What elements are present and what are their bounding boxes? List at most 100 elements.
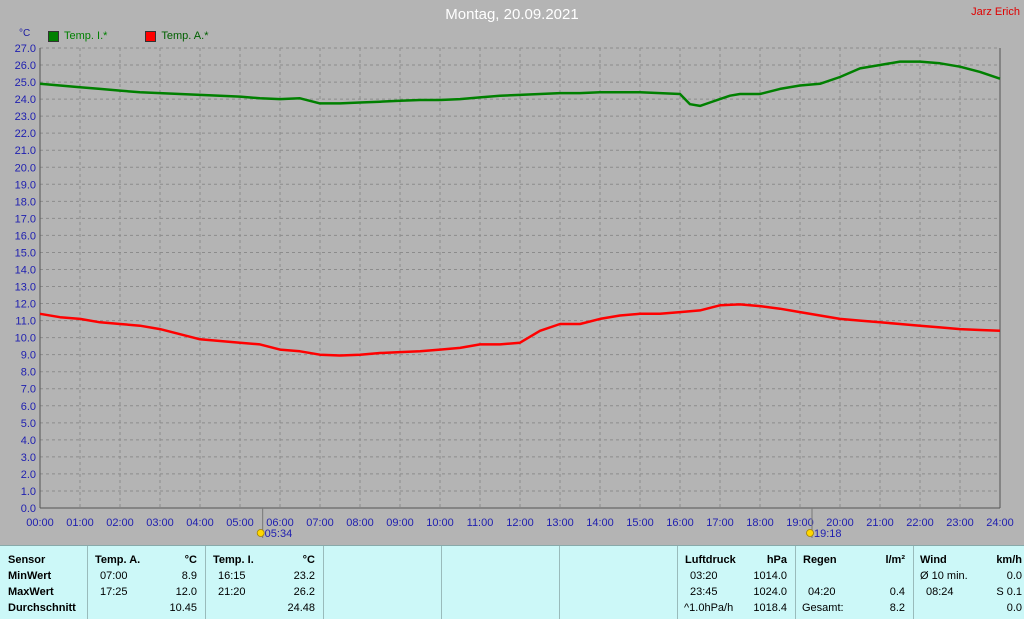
y-tick-label: 4.0 <box>21 435 36 447</box>
wind-unit: km/h <box>996 554 1022 566</box>
legend: Temp. I.* Temp. A.* <box>48 30 208 42</box>
y-tick-label: 21.0 <box>15 145 36 157</box>
luftdruck-max-value: 1024.0 <box>753 586 787 598</box>
temp-i-header: Temp. I. <box>213 554 254 566</box>
row-label-max: MaxWert <box>8 586 54 598</box>
temp-i-avg: 24.48 <box>287 602 315 614</box>
y-tick-label: 27.0 <box>15 43 36 55</box>
y-tick-label: 20.0 <box>15 162 36 174</box>
sunset-label: 19:18 <box>814 528 842 540</box>
x-tick-label: 03:00 <box>146 517 174 529</box>
luftdruck-min-time: 03:20 <box>690 570 718 582</box>
y-tick-label: 0.0 <box>21 503 36 515</box>
y-tick-label: 3.0 <box>21 452 36 464</box>
legend-swatch-temp-i <box>48 30 59 42</box>
y-tick-label: 10.0 <box>15 333 36 345</box>
legend-item-temp-a: Temp. A.* <box>145 30 208 42</box>
series-line-temp-a <box>39 303 1001 357</box>
page-title: Montag, 20.09.2021 <box>445 6 579 23</box>
wind-header: Wind <box>920 554 947 566</box>
x-tick-label: 00:00 <box>26 517 54 529</box>
sensor-header: Sensor <box>8 554 46 566</box>
luftdruck-unit: hPa <box>766 554 787 566</box>
x-tick-label: 13:00 <box>546 517 574 529</box>
x-tick-label: 15:00 <box>626 517 654 529</box>
temperature-chart: 0.0 1.0 2.0 3.0 4.0 5.0 6.0 7.0 8.0 9.0 10.0 11.0 12… <box>15 43 1014 540</box>
x-tick-label: 08:00 <box>346 517 374 529</box>
regen-time: 04:20 <box>808 586 836 598</box>
temp-a-unit: °C <box>184 554 197 566</box>
y-tick-label: 8.0 <box>21 367 36 379</box>
x-tick-label: 06:00 <box>266 517 294 529</box>
luftdruck-trend-label: ^1.0hPa/h <box>684 602 734 614</box>
legend-swatch-temp-a <box>145 30 157 42</box>
stats-col-empty-2 <box>442 546 560 619</box>
y-tick-label: 25.0 <box>15 77 36 89</box>
y-tick-label: 12.0 <box>15 299 36 311</box>
y-tick-label: 13.0 <box>15 282 36 294</box>
luftdruck-max-time: 23:45 <box>690 586 718 598</box>
sunrise-icon <box>256 529 265 537</box>
legend-label-temp-i: Temp. I.* <box>64 30 108 42</box>
x-tick-label: 19:00 <box>786 517 814 529</box>
y-tick-label: 16.0 <box>15 230 36 242</box>
stats-col-regen: Regen l/m² 04:20 0.4 Gesamt: 8.2 <box>796 546 914 619</box>
temp-i-min-value: 23.2 <box>293 570 315 582</box>
temp-a-avg: 10.45 <box>169 602 197 614</box>
y-tick-label: 26.0 <box>15 60 36 72</box>
luftdruck-trend-value: 1018.4 <box>753 602 787 614</box>
author-label: Jarz Erich <box>971 6 1020 18</box>
series-layer <box>39 60 1001 357</box>
stats-col-temp-i: Temp. I. °C 16:15 23.2 21:20 26.2 24.48 <box>206 546 324 619</box>
wind-avg-value: 0.0 <box>1006 570 1022 582</box>
y-tick-label: 1.0 <box>21 486 36 498</box>
row-label-min: MinWert <box>8 570 52 582</box>
sun-markers: 05:34 19:18 <box>256 508 842 540</box>
stats-col-temp-a: Temp. A. °C 07:00 8.9 17:25 12.0 10.45 <box>88 546 206 619</box>
x-tick-label: 17:00 <box>706 517 734 529</box>
y-tick-label: 7.0 <box>21 384 36 396</box>
regen-header: Regen <box>803 554 837 566</box>
x-tick-label: 23:00 <box>946 517 974 529</box>
y-tick-label: 22.0 <box>15 128 36 140</box>
x-tick-label: 21:00 <box>866 517 894 529</box>
x-axis: 00:00 01:00 02:00 03:00 04:00 05:00 06:00 07:00… <box>26 48 1014 529</box>
y-tick-label: 2.0 <box>21 469 36 481</box>
x-tick-label: 12:00 <box>506 517 534 529</box>
temp-i-max-value: 26.2 <box>293 586 315 598</box>
x-tick-label: 01:00 <box>66 517 94 529</box>
wind-max-value: S 0.1 <box>996 586 1022 598</box>
y-tick-label: 23.0 <box>15 111 36 123</box>
stats-col-sensor: Sensor MinWert MaxWert Durchschnitt <box>0 546 88 619</box>
y-tick-label: 11.0 <box>15 316 36 328</box>
legend-item-temp-i: Temp. I.* <box>48 30 107 42</box>
x-tick-label: 02:00 <box>106 517 134 529</box>
temp-a-min-time: 07:00 <box>100 570 128 582</box>
temp-a-min-value: 8.9 <box>181 570 197 582</box>
x-tick-label: 07:00 <box>306 517 334 529</box>
regen-total-value: 8.2 <box>889 602 905 614</box>
x-tick-label: 18:00 <box>746 517 774 529</box>
y-axis: 0.0 1.0 2.0 3.0 4.0 5.0 6.0 7.0 8.0 9.0 10.0 11.0 12… <box>15 43 36 515</box>
y-tick-label: 15.0 <box>15 247 36 259</box>
legend-label-temp-a: Temp. A.* <box>161 30 209 42</box>
stats-table: Sensor MinWert MaxWert Durchschnitt Temp… <box>0 545 1024 619</box>
stats-col-empty-3 <box>560 546 678 619</box>
x-tick-label: 10:00 <box>426 517 454 529</box>
y-tick-label: 9.0 <box>21 350 36 362</box>
sunrise-label: 05:34 <box>265 528 293 540</box>
y-tick-label: 6.0 <box>21 401 36 413</box>
wind-max-time: 08:24 <box>926 586 954 598</box>
temp-a-max-time: 17:25 <box>100 586 128 598</box>
temp-i-unit: °C <box>302 554 315 566</box>
x-tick-label: 05:00 <box>226 517 254 529</box>
sunset-icon <box>806 529 814 537</box>
y-tick-label: 19.0 <box>15 179 36 191</box>
y-axis-unit: °C <box>19 28 31 39</box>
temp-a-header: Temp. A. <box>95 554 141 566</box>
temp-i-max-time: 21:20 <box>218 586 246 598</box>
y-tick-label: 18.0 <box>15 196 36 208</box>
y-tick-label: 17.0 <box>15 213 36 225</box>
x-tick-label: 20:00 <box>826 517 854 529</box>
regen-value: 0.4 <box>889 586 905 598</box>
